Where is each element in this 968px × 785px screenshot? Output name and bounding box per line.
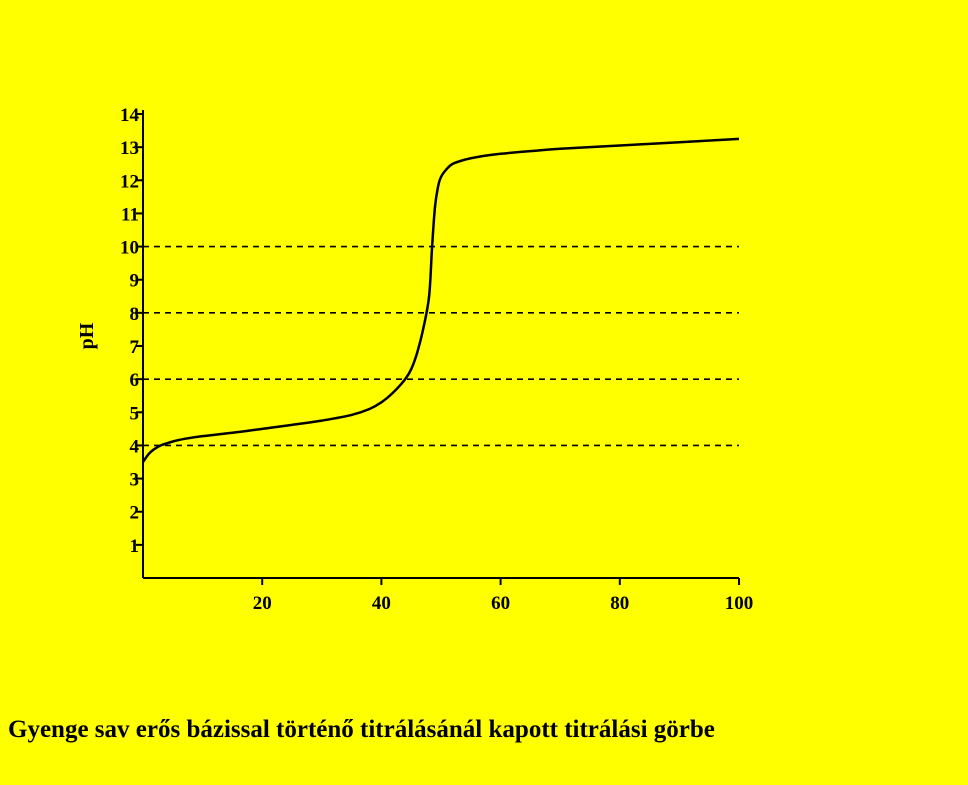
y-axis-label: pH <box>76 322 98 349</box>
y-tick-label: 8 <box>130 304 140 325</box>
x-tick-label: 40 <box>372 593 391 614</box>
y-tick-label: 1 <box>130 536 140 557</box>
reference-lines <box>143 245 739 447</box>
figure-caption: Gyenge sav erős bázissal történő titrálá… <box>8 716 715 743</box>
y-tick-label: 10 <box>120 238 139 259</box>
y-tick-label: 7 <box>130 337 140 358</box>
y-tick-label: 14 <box>120 105 140 126</box>
y-tick-label: 12 <box>120 171 139 192</box>
y-tick-label: 2 <box>130 503 140 524</box>
x-tick-label: 20 <box>253 593 272 614</box>
y-tick-label: 3 <box>130 470 140 491</box>
x-tick-label: 100 <box>725 593 754 614</box>
y-tick-label: 5 <box>130 403 140 424</box>
titration-curve-line <box>141 137 740 463</box>
x-tick-label: 60 <box>491 593 510 614</box>
y-tick-label: 9 <box>130 271 140 292</box>
y-tick-label: 13 <box>120 138 139 159</box>
y-tick-label: 4 <box>130 436 140 457</box>
y-tick-label: 11 <box>121 204 139 225</box>
x-tick-label: 80 <box>610 593 629 614</box>
y-tick-label: 6 <box>130 370 140 391</box>
x-axis-ticks: 20 40 60 80 100 <box>253 578 754 614</box>
